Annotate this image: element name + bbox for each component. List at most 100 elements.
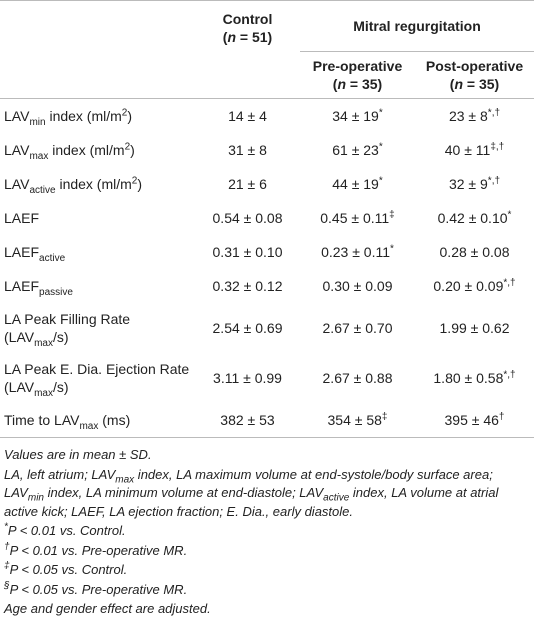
- text-part: LAEF: [4, 210, 40, 226]
- text-part: ‡: [4, 560, 10, 572]
- text-part: P < 0.01 vs. Pre-operative MR.: [9, 542, 188, 558]
- text-part: 23 ± 8: [448, 108, 488, 124]
- cell: 0.20 ± 0.09*,†: [415, 269, 534, 303]
- cell: 0.30 ± 0.09: [300, 269, 415, 303]
- text-part: ): [137, 176, 143, 192]
- text-part: 0.31 ± 0.10: [212, 244, 283, 260]
- text-part: = 35): [463, 76, 500, 92]
- cell: 382 ± 53: [195, 403, 300, 438]
- text-part: passive: [39, 286, 73, 298]
- text-part: *: [378, 107, 383, 119]
- text-part: max: [34, 337, 53, 349]
- cell: 23 ± 8*,†: [415, 99, 534, 134]
- cell: 0.23 ± 0.11*: [300, 235, 415, 269]
- text-part: *,†: [503, 277, 516, 289]
- cell: 395 ± 46†: [415, 403, 534, 438]
- cell: 1.99 ± 0.62: [415, 303, 534, 353]
- text-part: n: [454, 76, 464, 92]
- text-part: ‡,†: [490, 141, 505, 153]
- cell: 2.67 ± 0.88: [300, 353, 415, 403]
- text-part: min: [27, 492, 44, 504]
- row-label: Time to LAVmax (ms): [0, 403, 195, 438]
- text-part: *: [4, 521, 8, 533]
- footnote: *P < 0.01 vs. Control.: [4, 522, 530, 541]
- text-part: = 51): [236, 29, 273, 45]
- footnote: ‡P < 0.05 vs. Control.: [4, 561, 530, 580]
- cell: 3.11 ± 0.99: [195, 353, 300, 403]
- text-part: Age and gender effect are adjusted.: [4, 601, 211, 616]
- text-part: ‡: [389, 209, 395, 221]
- cell: 0.32 ± 0.12: [195, 269, 300, 303]
- text-part: /s): [53, 379, 69, 395]
- text-part: 2: [131, 175, 138, 187]
- text-part: min: [29, 116, 46, 128]
- text-part: LAV: [4, 108, 30, 124]
- cell: 34 ± 19*: [300, 99, 415, 134]
- table-row: LAEFactive 0.31 ± 0.10 0.23 ± 0.11* 0.28 ± …: [0, 235, 534, 269]
- text-part: *: [378, 141, 383, 153]
- text-part: P < 0.05 vs. Pre-operative MR.: [9, 581, 188, 597]
- text-part: †: [4, 541, 10, 553]
- text-part: LA Peak Filling Rate (LAV: [4, 311, 131, 345]
- row-label: LAVactive index (ml/m2): [0, 167, 195, 201]
- text-part: 3.11 ± 0.99: [213, 370, 282, 386]
- text-part: 0.30 ± 0.09: [322, 278, 393, 294]
- text-part: LA Peak E. Dia. Ejection Rate (LAV: [4, 361, 190, 395]
- row-label: LA Peak Filling Rate (LAVmax/s): [0, 303, 195, 353]
- text-part: (: [222, 29, 228, 45]
- footnote: †P < 0.01 vs. Pre-operative MR.: [4, 542, 530, 561]
- text-part: LAEF: [4, 278, 40, 294]
- text-part: Control: [222, 11, 273, 27]
- text-part: 31 ± 8: [228, 142, 267, 158]
- text-part: P < 0.05 vs. Control.: [9, 562, 128, 577]
- text-part: index (ml/m: [45, 108, 122, 124]
- row-label: LAEF: [0, 201, 195, 235]
- text-part: 14 ± 4: [228, 108, 267, 124]
- cell: 354 ± 58‡: [300, 403, 415, 438]
- text-part: LAV: [4, 142, 30, 158]
- text-part: max: [115, 474, 135, 486]
- text-part: index (ml/m: [48, 142, 125, 158]
- row-label: LAEFpassive: [0, 269, 195, 303]
- post-header: Post-operative (n = 35): [415, 51, 534, 99]
- footnotes: Values are in mean ± SD. LA, left atrium;…: [0, 438, 534, 619]
- text-part: LAV: [4, 176, 30, 192]
- text-part: LAEF: [4, 244, 40, 260]
- text-part: *: [390, 243, 394, 255]
- text-part: *,†: [487, 107, 501, 119]
- text-part: 40 ± 11: [444, 142, 491, 158]
- text-part: Pre-operative: [312, 58, 403, 74]
- cell: 0.31 ± 0.10: [195, 235, 300, 269]
- text-part: P < 0.01 vs. Control.: [7, 523, 126, 538]
- cell: 1.80 ± 0.58*,†: [415, 353, 534, 403]
- text-part: 34 ± 19: [332, 108, 379, 124]
- text-part: active: [39, 252, 66, 264]
- text-part: 0.45 ± 0.11: [320, 210, 390, 226]
- footnote: §P < 0.05 vs. Pre-operative MR.: [4, 581, 530, 600]
- pre-header: Pre-operative (n = 35): [300, 51, 415, 99]
- text-part: 0.32 ± 0.12: [212, 278, 283, 294]
- group-header: Mitral regurgitation: [300, 1, 534, 52]
- text-part: active: [29, 184, 56, 196]
- row-label: LAVmin index (ml/m2): [0, 99, 195, 134]
- text-part: 61 ± 23: [332, 142, 379, 158]
- row-label: LA Peak E. Dia. Ejection Rate (LAVmax/s): [0, 353, 195, 403]
- text-part: Values are in mean ± SD.: [4, 447, 152, 462]
- text-part: 0.28 ± 0.08: [439, 244, 510, 260]
- text-part: 2: [124, 141, 131, 153]
- text-part: index, LA volume at atrial active kick; …: [4, 485, 499, 519]
- table-row: LA Peak E. Dia. Ejection Rate (LAVmax/s)…: [0, 353, 534, 403]
- cell: 61 ± 23*: [300, 133, 415, 167]
- table-row: LAVmax index (ml/m2) 31 ± 8 61 ± 23* 40 ± 1…: [0, 133, 534, 167]
- text-part: †: [498, 411, 505, 423]
- text-part: Mitral regurgitation: [353, 18, 481, 34]
- text-part: /s): [53, 329, 69, 345]
- table-row: LAVmin index (ml/m2) 14 ± 4 34 ± 19* 23 ± 8…: [0, 99, 534, 134]
- table-row: LAEFpassive 0.32 ± 0.12 0.30 ± 0.09 0.20 ± …: [0, 269, 534, 303]
- cell: 32 ± 9*,†: [415, 167, 534, 201]
- table-row: LAEF 0.54 ± 0.08 0.45 ± 0.11‡ 0.42 ± 0.10*: [0, 201, 534, 235]
- row-label: LAVmax index (ml/m2): [0, 133, 195, 167]
- cell: 14 ± 4: [195, 99, 300, 134]
- text-part: index (ml/m: [55, 176, 132, 192]
